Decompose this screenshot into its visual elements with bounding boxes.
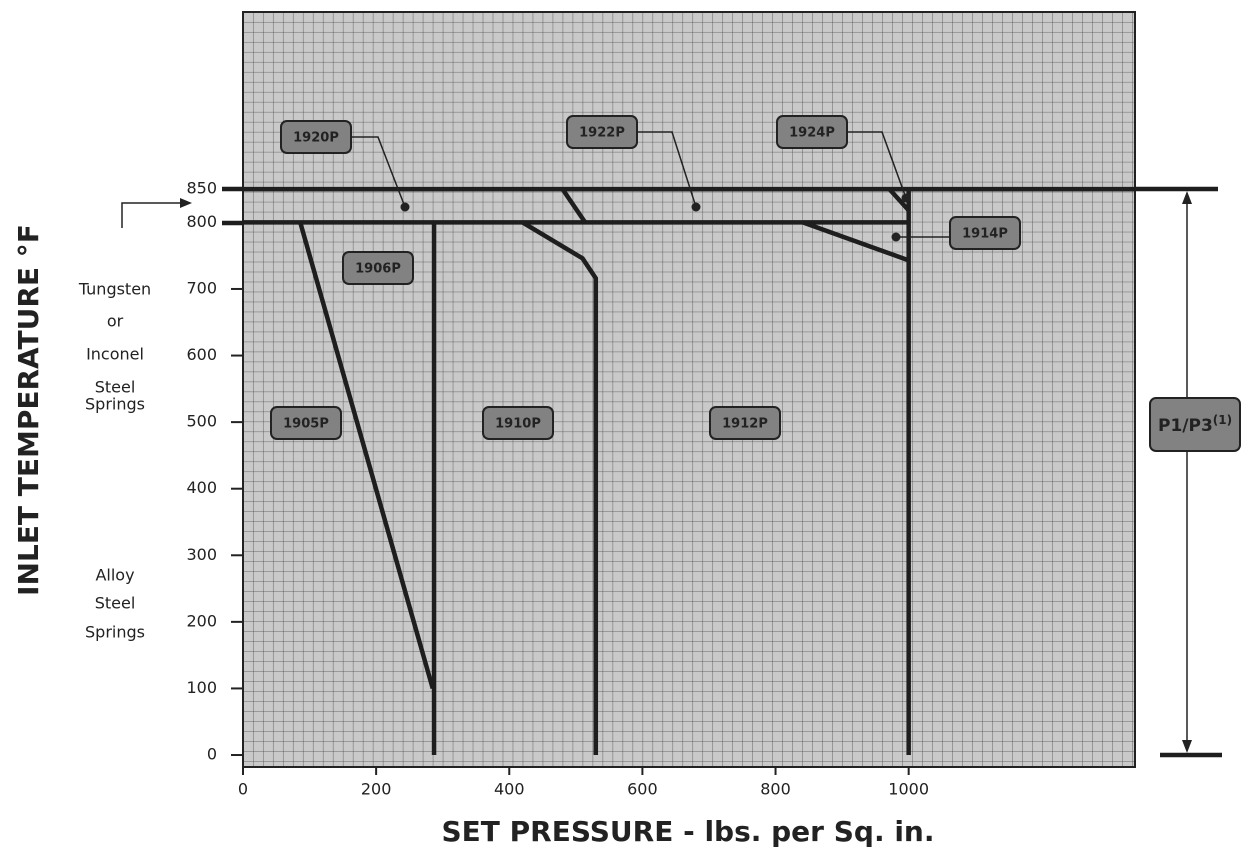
pointer-arrowhead bbox=[180, 198, 192, 208]
y-tick-label: 200 bbox=[186, 611, 217, 630]
y-tick-label: 400 bbox=[186, 478, 217, 497]
leader-dot bbox=[691, 202, 701, 212]
spring-note: Alloy bbox=[95, 566, 134, 585]
y-tick-label: 500 bbox=[186, 412, 217, 431]
x-tick-label: 1000 bbox=[888, 780, 929, 799]
series-label: 1914P bbox=[962, 227, 1008, 242]
leader-dot bbox=[891, 232, 901, 242]
dimension-superscript: (1) bbox=[1213, 413, 1232, 427]
dimension-box bbox=[1149, 397, 1241, 452]
dimension-arrowhead bbox=[1182, 191, 1192, 204]
series-label: 1920P bbox=[293, 131, 339, 146]
series-label: 1905P bbox=[283, 417, 329, 432]
x-tick-label: 800 bbox=[760, 780, 791, 799]
dimension-text: P1/P3 bbox=[1158, 416, 1213, 436]
spring-note: Springs bbox=[85, 395, 145, 414]
series-label: 1906P bbox=[355, 262, 401, 277]
boundary-line bbox=[802, 220, 910, 263]
y-tick-label: 600 bbox=[186, 345, 217, 364]
y-tick-label: 100 bbox=[186, 678, 217, 697]
leader-dot bbox=[901, 193, 911, 203]
spring-note: or bbox=[107, 312, 124, 331]
label-box bbox=[342, 251, 414, 285]
x-tick-label: 400 bbox=[494, 780, 525, 799]
dimension-label: P1/P3(1) bbox=[1158, 413, 1232, 437]
y-tick-label: 0 bbox=[207, 745, 217, 764]
x-tick-label: 200 bbox=[361, 780, 392, 799]
x-tick-label: 0 bbox=[238, 780, 248, 799]
series-label: 1924P bbox=[789, 126, 835, 141]
y-tick-label: 850 bbox=[186, 179, 217, 198]
series-label: 1910P bbox=[495, 417, 541, 432]
leader-dot bbox=[400, 202, 410, 212]
spring-note: Steel bbox=[95, 378, 136, 397]
spring-note: Tungsten bbox=[78, 280, 151, 299]
series-label: 1922P bbox=[579, 126, 625, 141]
spring-note: Springs bbox=[85, 623, 145, 642]
label-box bbox=[280, 120, 352, 154]
spring-note: Steel bbox=[95, 594, 136, 613]
dimension-arrowhead bbox=[1182, 740, 1192, 753]
label-box bbox=[566, 115, 638, 149]
plot-area bbox=[242, 11, 1136, 768]
y-tick-label: 800 bbox=[186, 212, 217, 231]
boundary-line bbox=[521, 220, 599, 756]
label-box bbox=[709, 406, 781, 440]
label-box bbox=[482, 406, 554, 440]
boundary-line bbox=[298, 221, 435, 690]
x-axis-title: SET PRESSURE - lbs. per Sq. in. bbox=[441, 815, 934, 848]
spring-note: Inconel bbox=[86, 345, 144, 364]
y-tick-label: 700 bbox=[186, 278, 217, 297]
leader-line bbox=[637, 131, 697, 208]
label-box bbox=[949, 216, 1021, 250]
series-label: 1912P bbox=[722, 417, 768, 432]
label-box bbox=[270, 406, 342, 440]
label-box bbox=[776, 115, 848, 149]
y-tick-label: 300 bbox=[186, 545, 217, 564]
pointer-arrow bbox=[121, 202, 185, 228]
boundary-line bbox=[887, 187, 911, 212]
leader-line bbox=[847, 131, 907, 199]
y-axis-title: INLET TEMPERATURE °F bbox=[12, 224, 45, 596]
boundary-line bbox=[560, 187, 588, 224]
leader-line bbox=[352, 136, 406, 208]
x-tick-label: 600 bbox=[627, 780, 658, 799]
